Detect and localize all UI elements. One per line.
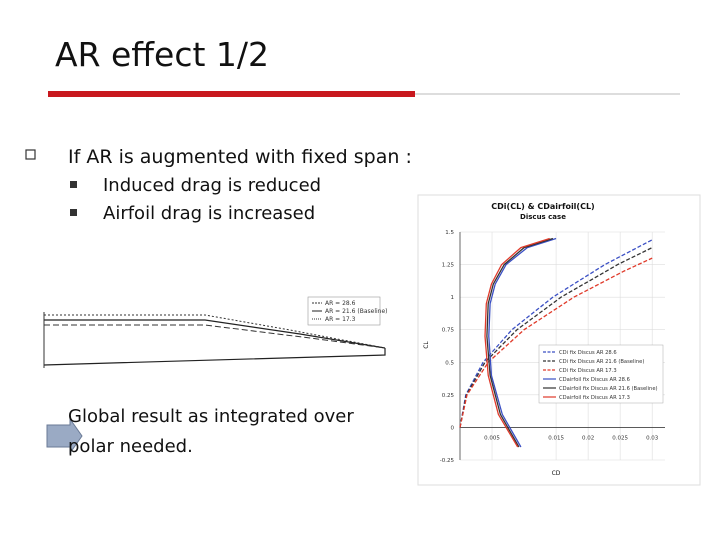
y-tick-label: 1.25 [442,263,455,269]
y-tick-label: 0.75 [442,328,455,334]
planform-legend: AR = 21.6 (Baseline) [325,308,388,315]
chart-title: CDi(CL) & CDairfoil(CL) [491,202,594,211]
chart-subtitle: Discus case [520,213,566,221]
y-tick-label: 1.5 [445,230,454,236]
x-tick-label: 0.03 [646,435,659,441]
legend-label: CDairfoil fix Discus AR 21.6 (Baseline) [559,386,658,392]
legend-label: CDi fix Discus AR 21.6 (Baseline) [559,359,644,365]
chart-frame [417,194,701,486]
planform-legend: AR = 17.3 [325,316,356,323]
chart: CDi(CL) & CDairfoil(CL) Discus case CD C… [417,194,701,486]
legend-label: CDairfoil fix Discus AR 28.6 [559,377,630,383]
y-axis-label: CL [423,341,430,349]
x-tick-label: 0.015 [548,435,564,441]
planform-legend: AR = 28.6 [325,300,356,307]
conclusion-text: Global result as integrated over [68,406,354,427]
legend-label: CDairfoil fix Discus AR 17.3 [559,395,630,401]
x-tick-label: 0.02 [582,435,594,441]
x-axis-label: CD [552,470,561,477]
bullet-icon [25,149,36,160]
x-tick-label: 0.025 [612,435,628,441]
y-tick-label: 0 [451,425,455,431]
data-line [459,257,653,428]
y-tick-label: 0.25 [442,393,455,399]
arrow-icon [46,417,83,455]
legend-box [538,344,664,404]
slide-title: AR effect 1/2 [55,35,269,74]
sub-bullet-text: Airfoil drag is increased [103,203,315,224]
y-tick-label: 1 [451,295,455,301]
data-line [488,237,557,448]
wing-planform: AR = 28.6 AR = 21.6 (Baseline) AR = 17.3 [43,296,388,368]
legend-label: CDi fix Discus AR 17.3 [559,368,617,374]
sub-bullet-icon [70,181,77,188]
y-tick-label: -0.25 [440,458,455,464]
y-tick-label: 0.5 [445,360,454,366]
bullet-text: If AR is augmented with fixed span : [68,146,412,168]
sub-bullet-text: Induced drag is reduced [103,175,321,196]
title-bar [48,91,415,97]
sub-bullet-icon [70,209,77,216]
legend-label: CDi fix Discus AR 28.6 [559,350,617,356]
data-line [486,237,554,448]
conclusion-text: polar needed. [68,436,193,457]
data-line [484,237,550,448]
x-tick-label: 0.005 [484,435,500,441]
